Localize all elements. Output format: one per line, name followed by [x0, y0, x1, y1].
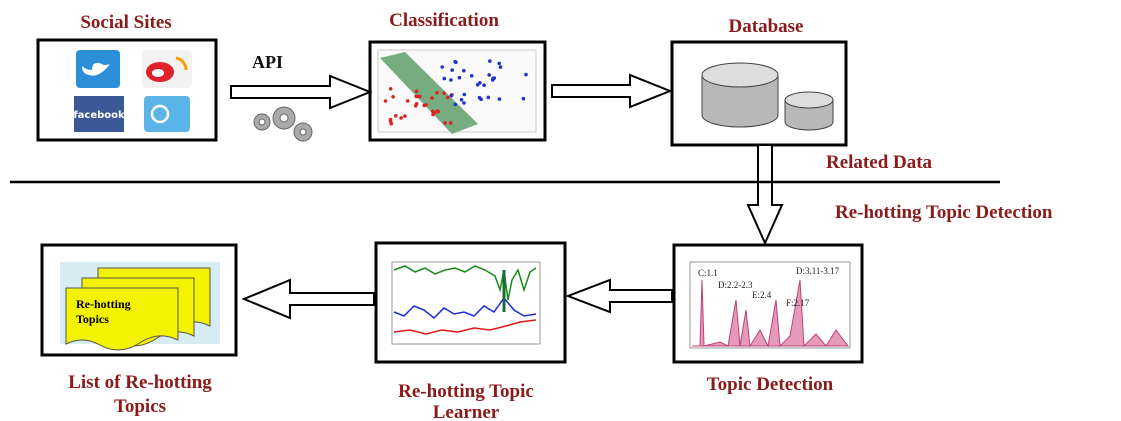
- node-label: Database: [729, 16, 804, 37]
- scatter-dot: [449, 121, 453, 125]
- scatter-dot: [450, 94, 454, 98]
- peak-label: D:2.2-2.3: [718, 280, 753, 290]
- scatter-dot: [463, 93, 467, 97]
- arrow: [568, 280, 672, 312]
- scatter-dot: [389, 87, 393, 91]
- scatter-dot: [462, 101, 466, 105]
- node-label: Learner: [433, 402, 500, 421]
- scatter-dot: [415, 102, 419, 106]
- node-label: List of Re-hotting: [68, 372, 212, 393]
- scatter-dot: [524, 73, 528, 77]
- scatter-dot: [384, 99, 388, 103]
- scatter-dot: [399, 116, 403, 120]
- scatter-dot: [449, 78, 453, 82]
- peak-label: E:2.4: [752, 290, 772, 300]
- peak-label: F:2.17: [786, 298, 810, 308]
- scatter-dot: [462, 69, 466, 73]
- section-title: Re-hotting Topic Detection: [835, 202, 1053, 223]
- facebook-text: facebook: [73, 110, 125, 121]
- scatter-dot: [391, 95, 395, 99]
- scatter-dot: [499, 65, 503, 69]
- scatter-dot: [440, 65, 444, 69]
- node-label: Social Sites: [80, 12, 171, 33]
- scatter-dot: [435, 91, 439, 95]
- scatter-dot: [453, 60, 457, 64]
- scatter-dot: [416, 95, 420, 99]
- diagram: Social Sites Classification Database API…: [0, 0, 1121, 421]
- scatter-dot: [487, 73, 491, 77]
- scatter-dot: [470, 74, 474, 78]
- scatter-dot: [390, 122, 394, 126]
- scatter-dot: [443, 121, 447, 125]
- arrow: [552, 75, 670, 107]
- scatter-dot: [415, 89, 419, 93]
- peak-label: D:3.11-3.17: [796, 266, 840, 276]
- scatter-dot: [403, 114, 407, 118]
- scatter-dot: [454, 103, 458, 107]
- scatter-dot: [460, 98, 464, 102]
- scatter-dot: [433, 111, 437, 115]
- arrow: [231, 76, 370, 108]
- scatter-dot: [487, 96, 491, 100]
- paper-text: Re-hotting: [76, 297, 131, 311]
- database-top-small: [785, 92, 833, 108]
- node-label: Topic Detection: [707, 374, 834, 395]
- node-label: Topics: [114, 396, 166, 417]
- node-label: Classification: [389, 10, 499, 31]
- scatter-dot: [458, 76, 462, 80]
- related-data-label: Related Data: [826, 152, 933, 173]
- scatter-dot: [476, 83, 480, 87]
- peak-label: C:1.1: [698, 268, 718, 278]
- scatter-dot: [406, 99, 410, 103]
- api-label: API: [252, 52, 283, 72]
- scatter-dot: [424, 103, 428, 107]
- scatter-dot: [498, 97, 502, 101]
- scatter-dot: [488, 59, 492, 63]
- database-top: [702, 63, 778, 87]
- scatter-dot: [394, 114, 398, 118]
- arrow: [748, 145, 782, 243]
- scatter-dot: [446, 96, 450, 100]
- arrow: [244, 280, 374, 318]
- weibo-eye: [152, 69, 164, 77]
- scatter-dot: [482, 83, 486, 87]
- gears-icon: [254, 107, 312, 141]
- scatter-dot: [522, 97, 526, 101]
- scatter-dot: [450, 68, 454, 72]
- scatter-dot: [497, 62, 501, 66]
- scatter-dot: [442, 91, 446, 95]
- scatter-dot: [443, 77, 447, 81]
- paper-text: Topics: [76, 312, 109, 326]
- node-label: Re-hotting Topic: [398, 381, 534, 402]
- scatter-dot: [479, 98, 483, 102]
- scatter-dot: [430, 96, 434, 100]
- scatter-dot: [491, 78, 495, 82]
